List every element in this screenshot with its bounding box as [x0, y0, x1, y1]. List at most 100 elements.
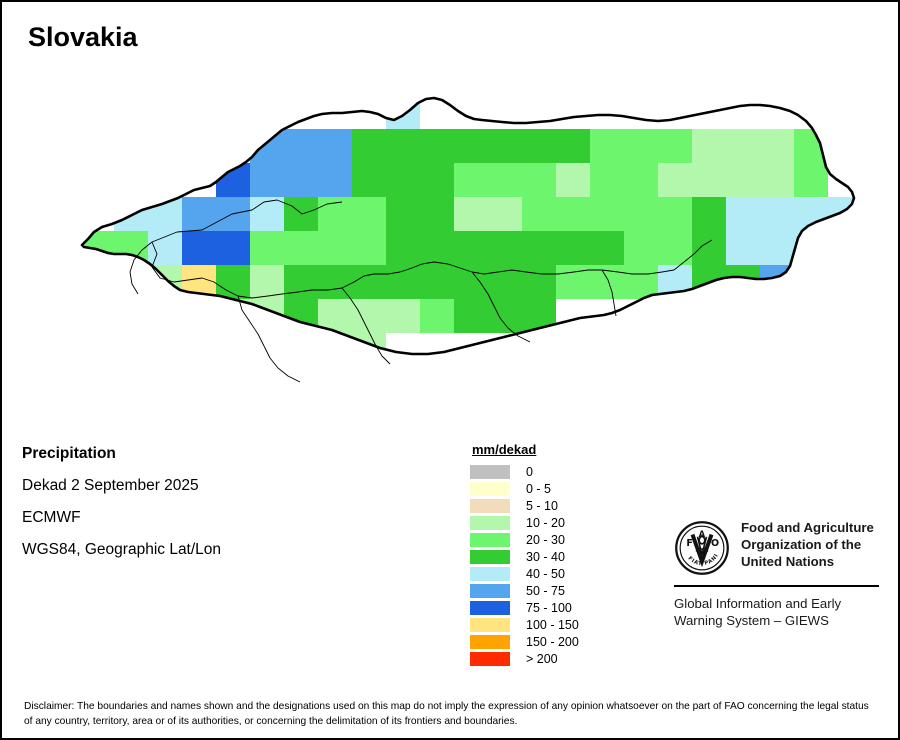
legend-item: 40 - 50	[470, 565, 650, 582]
legend-label: 150 - 200	[526, 634, 579, 649]
legend-swatch	[470, 651, 510, 666]
raster-cell	[284, 163, 318, 197]
raster-cell	[216, 299, 250, 333]
legend-item: 20 - 30	[470, 531, 650, 548]
fao-divider	[674, 585, 879, 587]
raster-cell	[250, 333, 284, 354]
legend-label: 20 - 30	[526, 532, 565, 547]
map-canvas[interactable]	[2, 82, 900, 412]
disclaimer-text: Disclaimer: The boundaries and names sho…	[24, 701, 869, 727]
raster-cell	[692, 197, 726, 231]
giews-line-2: Warning System – GIEWS	[674, 613, 829, 629]
raster-cell	[82, 265, 114, 299]
raster-cell	[556, 197, 590, 231]
raster-cell	[352, 265, 386, 299]
raster-cell	[726, 231, 760, 265]
raster-cell	[284, 333, 318, 354]
raster-cell	[624, 129, 658, 163]
admin-boundary-line	[151, 241, 675, 299]
raster-cell	[556, 129, 590, 163]
raster-cell	[318, 163, 352, 197]
fao-organization-name: Food and Agriculture Organization of the…	[741, 520, 874, 571]
raster-cell	[760, 231, 794, 265]
legend-label: 30 - 40	[526, 549, 565, 564]
legend-label: 40 - 50	[526, 566, 565, 581]
fao-logo-icon: F A O FIAT PANIS	[674, 520, 729, 575]
raster-cell	[182, 231, 216, 265]
raster-cell	[250, 163, 284, 197]
raster-cell	[386, 299, 420, 333]
raster-cell	[216, 333, 250, 354]
raster-cell	[386, 265, 420, 299]
admin-region-borders	[129, 199, 713, 383]
admin-boundary-line	[673, 239, 713, 271]
legend-label: 5 - 10	[526, 498, 558, 513]
country-border-outline	[80, 96, 856, 356]
legend-swatch	[470, 532, 510, 547]
legend-label: 50 - 75	[526, 583, 565, 598]
raster-cell	[624, 265, 658, 299]
precipitation-raster-map[interactable]	[2, 82, 900, 412]
map-caption: Precipitation Dekad 2 September 2025 ECM…	[22, 445, 221, 573]
raster-cell	[386, 98, 420, 129]
legend-label: 0	[526, 464, 533, 479]
raster-cell	[522, 265, 556, 299]
svg-text:O: O	[711, 538, 719, 549]
raster-cell-group	[82, 98, 854, 354]
legend-item: 10 - 20	[470, 514, 650, 531]
raster-cell	[454, 231, 488, 265]
raster-cell	[488, 197, 522, 231]
raster-cell	[488, 265, 522, 299]
admin-boundary-line	[237, 295, 301, 383]
raster-cell	[182, 299, 216, 333]
raster-cell	[658, 129, 692, 163]
raster-cell	[624, 197, 658, 231]
raster-cell	[454, 163, 488, 197]
admin-boundary-line	[151, 199, 343, 243]
legend-item: 0 - 5	[470, 480, 650, 497]
raster-cell	[352, 129, 386, 163]
legend-rows: 0 0 - 5 5 - 10 10 - 20 20 - 30 30 - 40 40 - 50…	[470, 463, 650, 667]
fao-org-line-1: Food and Agriculture	[741, 520, 874, 535]
raster-cell	[250, 265, 284, 299]
raster-cell	[386, 197, 420, 231]
raster-cell	[318, 231, 352, 265]
raster-cell	[522, 231, 556, 265]
raster-cell	[522, 197, 556, 231]
raster-cell	[760, 163, 794, 197]
raster-cell	[692, 163, 726, 197]
raster-cell	[692, 231, 726, 265]
raster-cell	[828, 231, 854, 265]
raster-cell	[352, 197, 386, 231]
raster-cell	[828, 197, 854, 231]
legend-label: 75 - 100	[526, 600, 572, 615]
admin-boundary-line	[129, 241, 153, 295]
svg-text:F: F	[686, 538, 693, 549]
caption-projection: WGS84, Geographic Lat/Lon	[22, 541, 222, 558]
legend-swatch	[470, 464, 510, 479]
legend-swatch	[470, 566, 510, 581]
raster-cell	[352, 163, 386, 197]
raster-cell	[318, 197, 352, 231]
raster-cell	[318, 333, 352, 354]
raster-cell	[658, 231, 692, 265]
raster-cell	[420, 163, 454, 197]
raster-cell	[148, 299, 182, 333]
admin-boundary-line	[471, 271, 531, 343]
legend-swatch	[470, 617, 510, 632]
raster-cell	[182, 333, 216, 354]
legend: mm/dekad 0 0 - 5 5 - 10 10 - 20 20 - 30 30 - …	[470, 442, 650, 667]
admin-boundary-line	[601, 269, 617, 317]
raster-cell	[760, 197, 794, 231]
legend-swatch	[470, 600, 510, 615]
legend-item: 0	[470, 463, 650, 480]
raster-cell	[726, 129, 760, 163]
raster-cell	[658, 163, 692, 197]
caption-source: ECMWF	[22, 509, 81, 526]
raster-cell	[488, 231, 522, 265]
raster-cell	[760, 129, 794, 163]
legend-swatch	[470, 549, 510, 564]
raster-cell	[590, 163, 624, 197]
raster-cell	[726, 197, 760, 231]
raster-cell	[284, 265, 318, 299]
